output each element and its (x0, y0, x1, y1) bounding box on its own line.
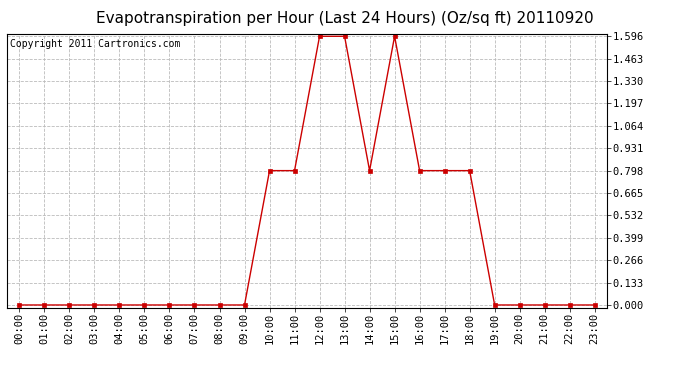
Text: Evapotranspiration per Hour (Last 24 Hours) (Oz/sq ft) 20110920: Evapotranspiration per Hour (Last 24 Hou… (96, 11, 594, 26)
Text: Copyright 2011 Cartronics.com: Copyright 2011 Cartronics.com (10, 39, 180, 49)
